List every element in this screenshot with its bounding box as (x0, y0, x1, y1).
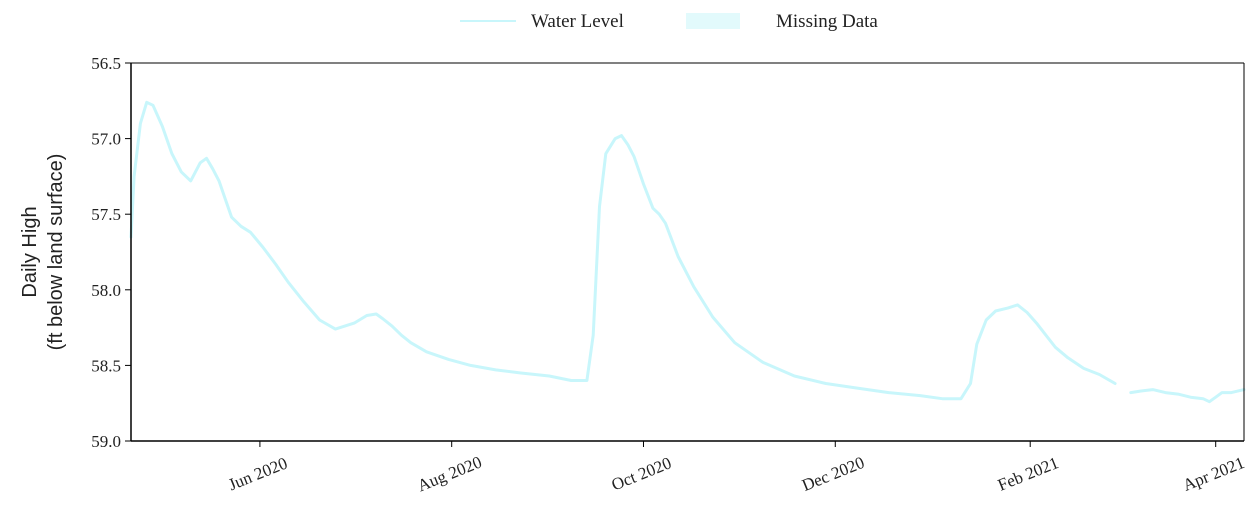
y-tick-label: 59.0 (91, 432, 121, 451)
y-axis-title-line-2: (ft below land surface) (45, 154, 67, 351)
y-axis-title: Daily High (ft below land surface) (19, 154, 67, 351)
x-tick-label: Oct 2020 (609, 453, 674, 494)
y-axis-ticks: 56.5 57.0 57.5 58.0 58.5 59.0 (91, 54, 131, 451)
y-tick-label: 58.0 (91, 281, 121, 300)
x-tick-label: Feb 2021 (995, 453, 1061, 494)
axes (130, 62, 1245, 442)
legend: Water Level Missing Data (460, 11, 878, 32)
x-tick-label: Aug 2020 (415, 452, 485, 495)
y-tick-label: 57.5 (91, 205, 121, 224)
x-tick-label: Apr 2021 (1180, 453, 1246, 495)
x-tick-label: Dec 2020 (799, 453, 867, 495)
x-tick-label: Jun 2020 (226, 454, 290, 495)
series-layer (129, 100, 1246, 404)
y-tick-label: 57.0 (91, 130, 121, 149)
y-tick-label: 58.5 (91, 356, 121, 375)
legend-label-missing-data: Missing Data (776, 11, 878, 32)
series-line-water-level (1129, 388, 1246, 404)
legend-swatch-missing-data (686, 13, 740, 29)
y-tick-label: 56.5 (91, 54, 121, 73)
x-axis-ticks: Jun 2020 Aug 2020 Oct 2020 Dec 2020 Feb 2021… (226, 441, 1246, 495)
series-line-water-level (129, 100, 1117, 401)
legend-label-water-level: Water Level (531, 11, 624, 32)
y-axis-title-line-1: Daily High (19, 206, 41, 297)
